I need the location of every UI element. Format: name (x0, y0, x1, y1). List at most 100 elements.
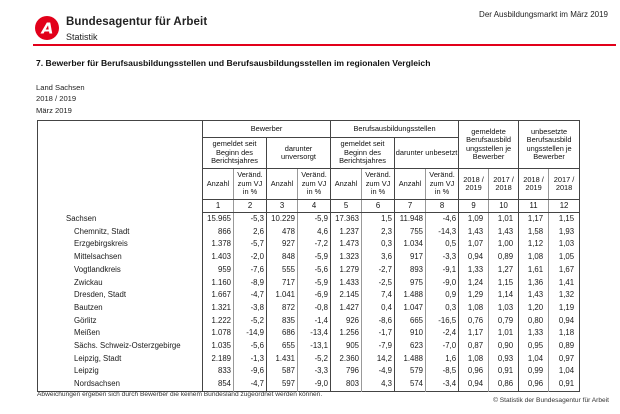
table-cell: 1,61 (518, 263, 549, 277)
group-header-stellen: Berufsausbildungsstellen (330, 120, 459, 138)
table-cell: 1,43 (518, 289, 549, 302)
table-cell: 1.433 (330, 276, 362, 290)
table-cell: 686 (266, 327, 298, 341)
table-cell: 1.237 (330, 225, 362, 239)
table-cell: -2,4 (425, 327, 459, 341)
table-cell: 917 (394, 251, 426, 264)
table-row: Zwickau 1.160 -8,9 717 -5,9 1.433 -2,5 975 -9,0 1… (38, 276, 580, 290)
table-cell: -9,0 (296, 378, 331, 392)
region-name: Bautzen (74, 302, 103, 312)
table-cell: 11.948 (394, 212, 426, 226)
regional-comparison-table: Bewerber Berufsausbildungsstellen gemeld… (37, 120, 581, 392)
group-header-unbesetzte-je-bewerber: unbesetzte Berufsausbild ungsstellen je … (518, 120, 580, 169)
col-header-7: Anzahl (394, 168, 426, 200)
table-cell: 1,15 (488, 276, 519, 290)
table-cell: 1,17 (458, 327, 489, 341)
table-cell: -5,9 (296, 251, 331, 264)
col-header-12: 2017 / 2018 (548, 168, 580, 200)
col-number: 9 (458, 199, 489, 213)
table-cell: -2,0 (233, 251, 267, 264)
col-number: 7 (394, 199, 426, 213)
col-header-5: Anzahl (330, 168, 362, 200)
table-cell: 854 (202, 378, 234, 392)
table-cell: 1,41 (548, 276, 580, 290)
table-cell: 2.189 (202, 352, 234, 366)
table-cell: 1,03 (548, 238, 580, 252)
table-cell: 478 (266, 225, 298, 239)
table-cell: 1,27 (488, 263, 519, 277)
table-cell: 1,18 (548, 327, 580, 341)
table-cell: 959 (202, 263, 234, 277)
table-cell: 555 (266, 263, 298, 277)
region-name: Leipzig, Stadt (74, 353, 122, 363)
table-cell: 1,33 (458, 263, 489, 277)
col-header-6: Veränd. zum VJ in % (361, 168, 395, 200)
table-cell: 1.041 (266, 289, 298, 302)
table-cell: -13,4 (296, 327, 331, 341)
document-meta: Land Sachsen 2018 / 2019 März 2019 (36, 82, 85, 116)
table-cell: 1.256 (330, 327, 362, 341)
table-cell: -1,4 (296, 314, 331, 328)
table-cell: 0,3 (361, 238, 395, 252)
table-cell: 1.427 (330, 301, 362, 315)
table-cell: 0,91 (548, 378, 580, 392)
table-cell: 0,95 (518, 340, 549, 353)
table-cell: 1,05 (548, 251, 580, 264)
region-name: Chemnitz, Stadt (74, 226, 130, 236)
region-name: Sachsen (66, 213, 97, 223)
table-cell: -5,9 (296, 212, 331, 226)
table-cell: 0,9 (425, 289, 459, 302)
table-cell: -5,2 (296, 352, 331, 366)
table-cell: 1,43 (458, 225, 489, 239)
table-cell: 1.035 (202, 340, 234, 353)
table-cell: 2,6 (233, 225, 267, 239)
table-cell: 1,32 (548, 289, 580, 302)
table-cell: 975 (394, 276, 426, 290)
table-cell: 1.431 (266, 352, 298, 366)
table-body: Sachsen 15.965 -5,3 10.229 -5,9 17.363 1,5 11.9… (38, 212, 580, 392)
table-cell: 1,09 (458, 212, 489, 226)
table-cell: -7,0 (425, 340, 459, 353)
table-cell: 905 (330, 340, 362, 353)
col-number: 1 (202, 199, 234, 213)
col-number: 12 (548, 199, 580, 213)
table-cell: 833 (202, 365, 234, 379)
table-cell: 1.078 (202, 327, 234, 341)
table-cell: 1,24 (458, 276, 489, 290)
table-cell: 0,89 (548, 340, 580, 353)
table-cell: 835 (266, 314, 298, 328)
copyright: © Statistik der Bundesagentur für Arbeit (493, 397, 609, 404)
group-header-gemeldete-je-bewerber: gemeldete Berufsausbild ungsstellen je B… (458, 120, 519, 169)
table-row: Dresden, Stadt 1.667 -4,7 1.041 -6,9 2.145 7,4… (38, 289, 580, 302)
table-cell: -14,3 (425, 225, 459, 239)
table-cell: 1,29 (458, 289, 489, 302)
table-cell: -3,3 (425, 251, 459, 264)
table-cell: -4,7 (233, 378, 267, 392)
region-name: Meißen (74, 328, 100, 338)
table-cell: -7,6 (233, 263, 267, 277)
table-cell: 1,36 (518, 276, 549, 290)
section-title: 7. Bewerber für Berufsausbildungsstellen… (36, 58, 431, 68)
table-cell: -9,1 (425, 263, 459, 277)
table-cell: 1,93 (548, 225, 580, 239)
table-cell: 0,5 (425, 238, 459, 252)
region-name: Zwickau (74, 277, 103, 287)
table-cell: 0,97 (548, 352, 580, 366)
table-cell: -5,6 (296, 263, 331, 277)
group-header-bewerber: Bewerber (201, 120, 331, 138)
table-cell: 1,00 (488, 238, 519, 252)
table-cell: 0,99 (518, 365, 549, 379)
col-header-11: 2018 / 2019 (518, 168, 549, 200)
table-cell: 848 (266, 251, 298, 264)
table-row: Leipzig 833 -9,6 587 -3,3 796 -4,9 579 -8,5 0,96 0… (38, 365, 580, 379)
table-cell: -3,4 (425, 378, 459, 392)
table-cell: 0,3 (425, 301, 459, 315)
table-cell: 3,6 (361, 251, 395, 264)
table-cell: 0,96 (458, 365, 489, 379)
region-name: Görlitz (74, 315, 97, 325)
table-cell: 597 (266, 378, 298, 392)
meta-month: März 2019 (36, 105, 72, 115)
brand-title: Bundesagentur für Arbeit (66, 16, 208, 28)
table-cell: 0,90 (488, 340, 519, 353)
table-cell: 574 (394, 378, 426, 392)
